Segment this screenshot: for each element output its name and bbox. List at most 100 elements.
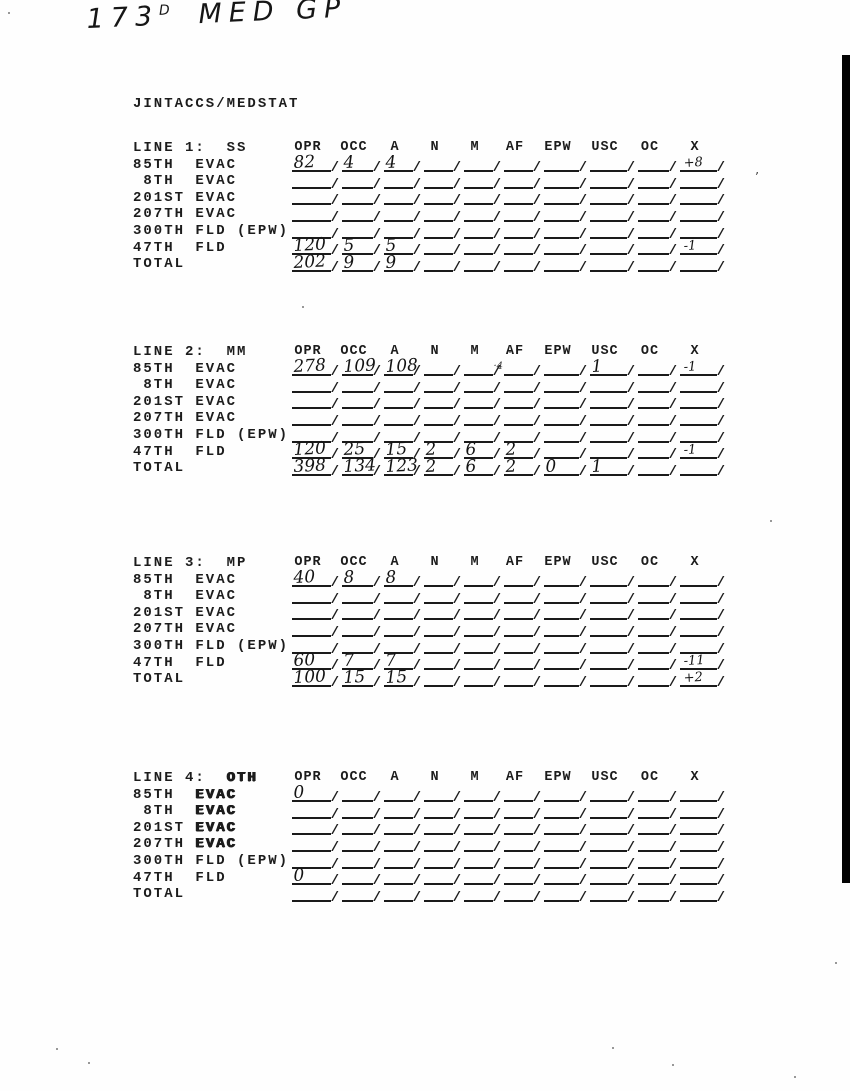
slash-separator: /	[412, 259, 423, 276]
handwritten-value: +8	[683, 155, 704, 172]
slot-underline	[544, 800, 579, 803]
slash-separator: /	[492, 839, 503, 856]
column-header: EPW	[544, 344, 572, 359]
form-cell: /	[679, 174, 727, 192]
slash-separator: /	[668, 624, 679, 641]
form-cell: /	[543, 157, 589, 175]
form-cell: /	[589, 639, 637, 657]
table-row: 201ST EVAC / / / / / / / / / /	[133, 820, 753, 840]
slash-separator: /	[716, 430, 727, 447]
slot-underline	[544, 816, 579, 819]
row-label: 207TH EVAC	[133, 410, 238, 427]
noise-speck	[835, 962, 837, 964]
slot-underline	[544, 601, 579, 604]
form-cell: /	[543, 787, 589, 805]
slash-separator: /	[492, 674, 503, 691]
slash-separator: /	[372, 463, 383, 480]
slash-separator: /	[492, 463, 503, 480]
slash-separator: /	[532, 658, 543, 675]
form-cell: /0	[291, 782, 341, 807]
slash-separator: /	[626, 856, 637, 873]
slash-separator: /	[412, 839, 423, 856]
slot-underline	[590, 203, 627, 206]
form-cell: /	[589, 224, 637, 242]
form-cell: /	[463, 787, 503, 805]
slot-underline	[680, 849, 717, 852]
slash-separator: /	[532, 823, 543, 840]
form-section: LINE 3: MP OPR OCC A N M AF EPW USC OC X 85TH EVAC /…	[133, 555, 753, 691]
hw-unit-name: MED GP	[197, 0, 348, 31]
slot-underline	[464, 219, 493, 222]
slot-underline	[424, 457, 453, 460]
form-cell: /	[637, 622, 679, 641]
slot-underline	[464, 170, 493, 173]
form-cell: /	[423, 804, 463, 822]
form-cell: /	[637, 411, 679, 429]
slot-underline	[544, 203, 579, 206]
row-label: 85TH EVAC	[133, 571, 238, 588]
slot-underline	[384, 473, 413, 476]
slot-underline	[424, 203, 453, 206]
form-cell: /	[341, 820, 383, 838]
slash-separator: /	[716, 380, 727, 397]
form-cell: /	[291, 174, 341, 193]
form-cell: /4	[383, 153, 423, 175]
form-cell: /	[423, 837, 463, 855]
slot-underline	[590, 899, 627, 902]
slash-separator: /	[330, 176, 341, 193]
form-cell: /	[423, 572, 463, 590]
form-cell: /	[503, 207, 543, 225]
slash-separator: /	[716, 856, 727, 873]
slot-underline	[590, 684, 627, 687]
handwritten-value: 0	[293, 782, 305, 804]
form-cell: /5	[341, 236, 383, 258]
form-cell: /	[383, 428, 423, 446]
column-header: EPW	[544, 555, 572, 570]
slot-underline	[544, 390, 579, 393]
slash-separator: /	[716, 790, 727, 807]
slash-separator: /	[372, 624, 383, 641]
form-cell: /	[341, 605, 383, 623]
table-row: 300TH FLD (EPW) / / / / / / / / / /	[133, 223, 753, 242]
row-label: 47TH FLD	[133, 654, 227, 671]
form-cell: /	[463, 157, 503, 175]
table-row: 207TH EVAC / / / / / / / / / /	[133, 621, 753, 641]
slot-underline	[342, 800, 373, 803]
form-cell: /108	[383, 356, 423, 379]
slot-underline	[464, 390, 493, 393]
slot-underline	[384, 170, 413, 173]
form-cell: /	[679, 804, 727, 822]
form-cell: /	[383, 804, 423, 822]
slash-separator: /	[578, 641, 589, 658]
column-header: N	[430, 555, 440, 570]
form-cell: /	[503, 787, 543, 805]
form-cell: /109	[341, 356, 383, 379]
slash-separator: /	[330, 790, 341, 807]
slash-separator: /	[492, 447, 503, 464]
form-cell: /	[423, 378, 463, 396]
slash-separator: /	[372, 658, 383, 675]
slot-underline	[638, 186, 669, 189]
table-row: 207TH EVAC / / / / / / / / / /	[133, 410, 753, 429]
slash-separator: /	[412, 674, 423, 691]
slash-separator: /	[532, 463, 543, 480]
slot-underline	[544, 253, 579, 256]
column-header: X	[690, 140, 700, 155]
slash-separator: /	[668, 575, 679, 592]
slot-underline	[590, 883, 627, 886]
section-header-row: LINE 4: OTH OPR OCC A N M AF EPW USC OC X	[133, 770, 753, 787]
slash-separator: /	[668, 790, 679, 807]
form-cell: /	[503, 240, 543, 258]
slash-separator: /	[716, 658, 727, 675]
form-cell: /	[463, 589, 503, 607]
form-cell: /	[291, 804, 341, 822]
slash-separator: /	[626, 176, 637, 193]
slash-separator: /	[372, 674, 383, 691]
form-cell: /	[503, 257, 543, 275]
slash-separator: /	[372, 575, 383, 592]
form-cell: /	[589, 174, 637, 193]
slot-underline	[464, 601, 493, 604]
handwritten-value: -1	[683, 442, 697, 459]
form-cell: /	[503, 572, 543, 590]
handwritten-value: 9	[343, 252, 355, 273]
